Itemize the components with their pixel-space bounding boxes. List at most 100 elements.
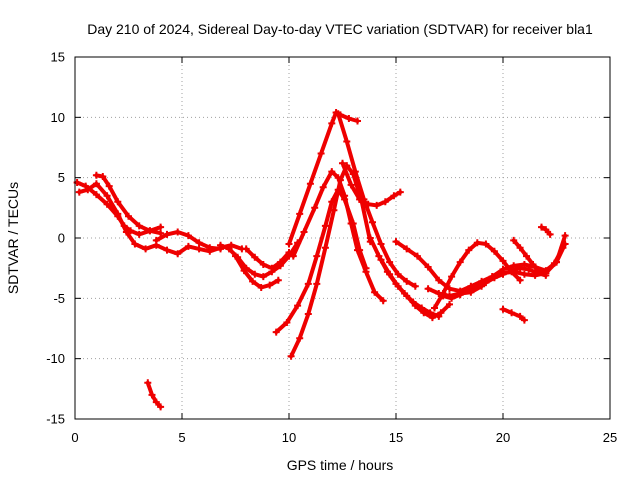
data-point [274, 276, 282, 284]
data-point [296, 210, 304, 218]
data-point [296, 334, 304, 342]
y-tick-label: 5 [58, 170, 65, 185]
data-point [122, 228, 130, 236]
data-point [456, 291, 464, 299]
data-point [559, 244, 567, 252]
data-point [317, 150, 325, 157]
data-point [424, 263, 432, 271]
data-point [520, 270, 528, 278]
data-point [490, 274, 498, 282]
data-point [456, 258, 464, 266]
x-tick-label: 15 [389, 430, 403, 445]
data-point [242, 245, 250, 253]
data-point [135, 222, 143, 230]
data-point [105, 182, 113, 190]
data-point [328, 119, 336, 127]
data-point [257, 284, 265, 291]
x-tick-label: 5 [178, 430, 185, 445]
data-point [516, 244, 524, 252]
data-point [336, 176, 344, 184]
series-arc-7 [244, 246, 291, 271]
data-point [448, 294, 456, 302]
series-arc-13 [336, 111, 418, 289]
data-point [75, 188, 83, 196]
data-point [473, 239, 481, 247]
data-point [520, 316, 528, 324]
data-point [499, 305, 507, 313]
data-point [206, 244, 214, 252]
data-point [431, 304, 438, 312]
data-point [347, 181, 355, 189]
data-point [373, 201, 381, 209]
data-point [227, 241, 235, 249]
data-point [403, 245, 411, 253]
data-point [508, 267, 516, 275]
data-point [240, 267, 248, 275]
data-point [411, 302, 419, 310]
data-point [510, 236, 518, 244]
data-point [283, 319, 291, 326]
data-point [435, 276, 443, 284]
data-point [411, 282, 419, 290]
data-point [516, 276, 524, 284]
data-point [499, 270, 507, 278]
data-point [99, 173, 107, 180]
data-point [152, 236, 160, 244]
data-point [351, 168, 359, 176]
data-point [392, 238, 400, 246]
data-point [542, 226, 550, 234]
x-tick-label: 20 [496, 430, 510, 445]
data-point [535, 267, 543, 275]
data-point [386, 270, 394, 278]
data-point [125, 212, 132, 220]
data-point [259, 273, 267, 281]
x-axis-label: GPS time / hours [287, 457, 394, 473]
data-point [225, 245, 233, 253]
data-point [343, 138, 351, 145]
x-tick-label: 0 [71, 430, 78, 445]
data-point [366, 234, 374, 242]
data-point [268, 264, 276, 272]
data-point [157, 223, 165, 231]
data-point [516, 264, 524, 272]
data-point [356, 246, 364, 254]
data-point [163, 230, 171, 238]
data-point [287, 352, 295, 360]
series-arc-23 [145, 380, 163, 409]
data-point [377, 240, 385, 248]
plot-frame [74, 56, 611, 420]
data-point [334, 110, 342, 118]
data-point [369, 218, 376, 226]
data-point [304, 280, 312, 288]
data-point [386, 258, 394, 266]
data-point [103, 192, 111, 200]
series-arc-2 [77, 181, 244, 256]
data-point [354, 117, 361, 125]
data-point [103, 200, 111, 208]
data-point [465, 246, 473, 254]
data-point [304, 310, 312, 318]
data-series [73, 109, 569, 411]
data-point [232, 252, 239, 260]
data-point [473, 282, 481, 290]
data-point [148, 391, 156, 399]
data-point [542, 269, 550, 277]
data-point [362, 264, 370, 272]
data-point [499, 257, 507, 265]
data-point [375, 252, 383, 260]
data-point [92, 180, 100, 188]
series-arc-10 [274, 187, 368, 335]
data-point [403, 292, 411, 300]
x-tick-label: 25 [603, 430, 617, 445]
data-point [217, 241, 224, 249]
data-point [420, 309, 428, 317]
data-point [465, 286, 473, 294]
data-point [92, 171, 100, 179]
data-point [249, 277, 257, 285]
data-point [546, 230, 554, 238]
y-tick-label: 0 [58, 231, 65, 246]
data-point [146, 227, 154, 235]
series-arc-5 [218, 240, 300, 279]
data-point [251, 253, 259, 261]
